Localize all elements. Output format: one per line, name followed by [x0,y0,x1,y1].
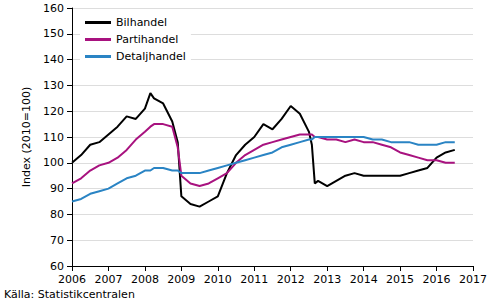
svg-text:2010: 2010 [204,273,232,286]
svg-text:2009: 2009 [167,273,195,286]
svg-text:130: 130 [43,79,64,92]
svg-text:90: 90 [50,182,64,195]
svg-text:100: 100 [43,156,64,169]
svg-text:Detaljhandel: Detaljhandel [116,50,186,63]
svg-text:70: 70 [50,234,64,247]
svg-text:140: 140 [43,53,64,66]
svg-text:Källa: Statistikcentralen: Källa: Statistikcentralen [4,288,135,301]
svg-text:2007: 2007 [94,273,122,286]
svg-text:2011: 2011 [240,273,268,286]
svg-text:110: 110 [43,131,64,144]
svg-text:Partihandel: Partihandel [116,33,178,46]
svg-text:2014: 2014 [350,273,378,286]
svg-text:2006: 2006 [58,273,86,286]
svg-text:150: 150 [43,27,64,40]
svg-text:80: 80 [50,208,64,221]
svg-text:160: 160 [43,2,64,15]
svg-text:120: 120 [43,105,64,118]
svg-text:Bilhandel: Bilhandel [116,16,167,29]
svg-text:2017: 2017 [459,273,487,286]
svg-text:2015: 2015 [386,273,414,286]
svg-text:2008: 2008 [131,273,159,286]
svg-text:2016: 2016 [423,273,451,286]
svg-text:Index (2010=100): Index (2010=100) [20,87,33,188]
svg-text:2013: 2013 [313,273,341,286]
svg-text:60: 60 [50,260,64,273]
svg-text:2012: 2012 [277,273,305,286]
